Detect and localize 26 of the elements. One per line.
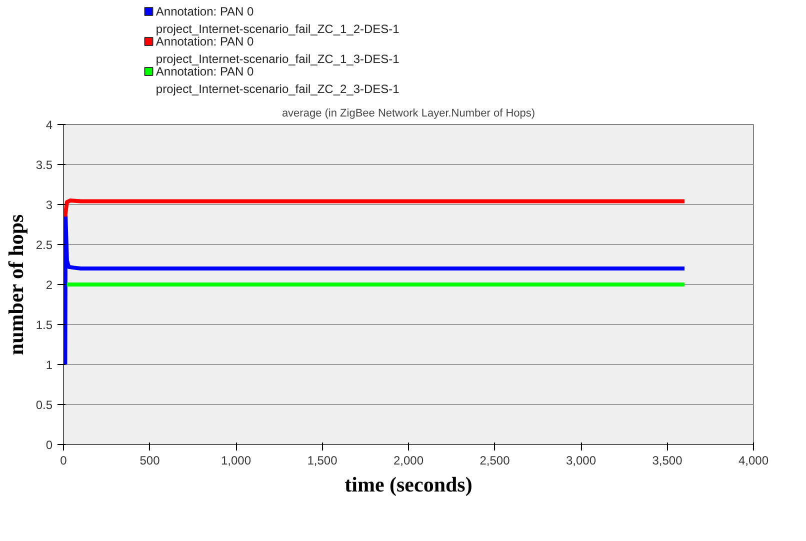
x-tick-label: 3,500 <box>652 454 683 468</box>
line-series <box>64 214 686 366</box>
y-tick-label: 0 <box>46 438 53 452</box>
y-tick-label: 0.5 <box>36 398 53 412</box>
legend-label: Annotation: PAN 0 project_Internet-scenario_fail_ZC_1_3-DES-1 <box>156 34 400 66</box>
x-tick-label: 2,000 <box>393 454 424 468</box>
x-tick-label: 2,500 <box>480 454 510 468</box>
y-tick-label: 1 <box>46 358 53 372</box>
x-axis-title: time (seconds) <box>344 472 472 496</box>
legend-label: Annotation: PAN 0 project_Internet-scenario_fail_ZC_1_2-DES-1 <box>156 4 400 36</box>
x-tick-label: 3,000 <box>566 454 596 468</box>
y-tick-label: 2.5 <box>36 238 53 252</box>
y-tick-label: 3 <box>46 198 53 212</box>
x-tick-label: 0 <box>60 454 68 468</box>
y-tick-label: 4 <box>46 118 53 132</box>
x-tick-label: 1,500 <box>307 454 338 468</box>
line-series <box>64 198 686 218</box>
y-tick-label: 1.5 <box>36 318 53 332</box>
x-tick-label: 1,000 <box>220 454 252 468</box>
x-tick-label: 500 <box>140 454 160 468</box>
legend-label: Annotation: PAN 0 project_Internet-scenario_fail_ZC_2_3-DES-1 <box>156 64 400 96</box>
y-tick-label: 3.5 <box>36 158 53 172</box>
y-tick-label: 2 <box>46 278 53 292</box>
y-axis-title: number of hops <box>4 214 28 356</box>
x-tick-label: 4,000 <box>738 454 769 468</box>
chart-title: average (in ZigBee Network Layer.Number of Hops) <box>282 108 536 120</box>
